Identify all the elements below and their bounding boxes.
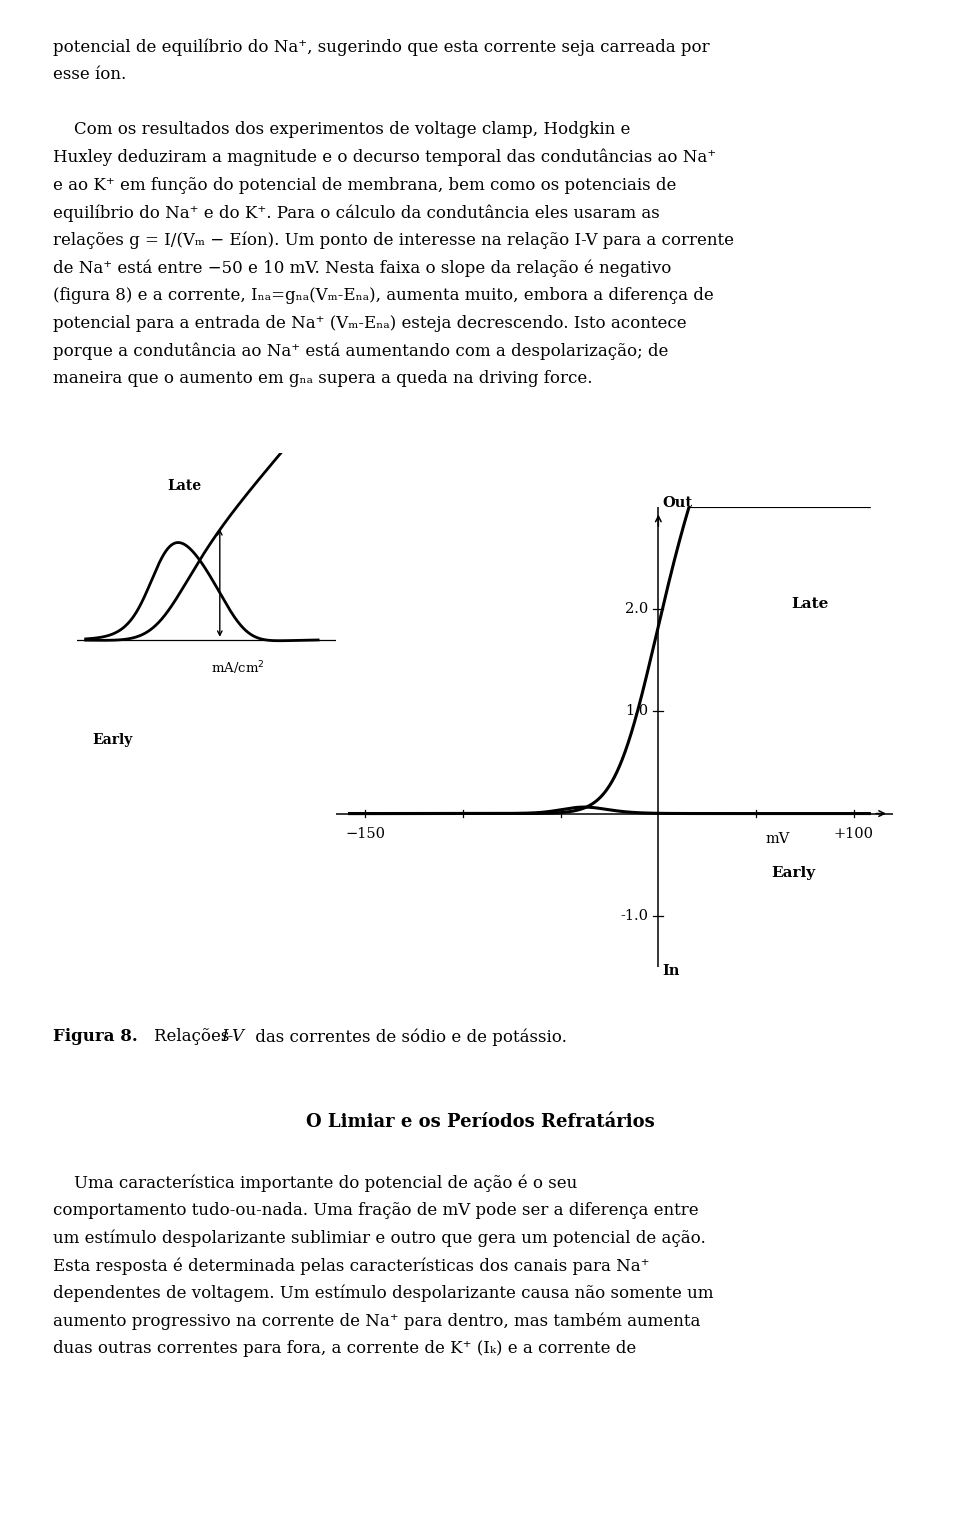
Text: Early: Early [92, 734, 132, 748]
Text: Uma característica importante do potencial de ação é o seu: Uma característica importante do potenci… [53, 1174, 577, 1191]
Text: (figura 8) e a corrente, Iₙₐ=gₙₐ(Vₘ-Eₙₐ), aumenta muito, embora a diferença de: (figura 8) e a corrente, Iₙₐ=gₙₐ(Vₘ-Eₙₐ)… [53, 287, 713, 304]
Text: Late: Late [167, 479, 201, 493]
Text: Out: Out [662, 496, 692, 510]
Text: potencial para a entrada de Na⁺ (Vₘ-Eₙₐ) esteja decrescendo. Isto acontece: potencial para a entrada de Na⁺ (Vₘ-Eₙₐ)… [53, 315, 686, 332]
Text: O Limiar e os Períodos Refratários: O Limiar e os Períodos Refratários [305, 1113, 655, 1131]
Text: potencial de equilíbrio do Na⁺, sugerindo que esta corrente seja carreada por: potencial de equilíbrio do Na⁺, sugerind… [53, 38, 709, 55]
Text: 2.0: 2.0 [625, 602, 649, 616]
Text: duas outras correntes para fora, a corrente de K⁺ (Iₖ) e a corrente de: duas outras correntes para fora, a corre… [53, 1340, 636, 1357]
Text: +100: +100 [833, 827, 874, 841]
Text: equilíbrio do Na⁺ e do K⁺. Para o cálculo da condutância eles usaram as: equilíbrio do Na⁺ e do K⁺. Para o cálcul… [53, 204, 660, 221]
Text: Figura 8.: Figura 8. [53, 1028, 137, 1045]
Text: um estímulo despolarizante sublimiar e outro que gera um potencial de ação.: um estímulo despolarizante sublimiar e o… [53, 1230, 706, 1246]
Text: e ao K⁺ em função do potencial de membrana, bem como os potenciais de: e ao K⁺ em função do potencial de membra… [53, 177, 676, 193]
Text: I-V: I-V [221, 1028, 244, 1045]
Text: Esta resposta é determinada pelas características dos canais para Na⁺: Esta resposta é determinada pelas caract… [53, 1257, 649, 1274]
Text: porque a condutância ao Na⁺ está aumentando com a despolarização; de: porque a condutância ao Na⁺ está aumenta… [53, 342, 668, 359]
Text: Relações: Relações [154, 1028, 234, 1045]
Text: maneira que o aumento em gₙₐ supera a queda na driving force.: maneira que o aumento em gₙₐ supera a qu… [53, 370, 592, 387]
Text: −150: −150 [346, 827, 385, 841]
Text: In: In [662, 964, 680, 978]
Text: mA/cm$^2$: mA/cm$^2$ [211, 660, 265, 677]
Text: Huxley deduziram a magnitude e o decurso temporal das condutâncias ao Na⁺: Huxley deduziram a magnitude e o decurso… [53, 149, 716, 166]
Text: 1.0: 1.0 [626, 705, 649, 718]
Text: -1.0: -1.0 [620, 909, 649, 923]
Text: aumento progressivo na corrente de Na⁺ para dentro, mas também aumenta: aumento progressivo na corrente de Na⁺ p… [53, 1312, 700, 1329]
Text: esse íon.: esse íon. [53, 66, 126, 83]
Text: de Na⁺ está entre −50 e 10 mV. Nesta faixa o slope da relação é negativo: de Na⁺ está entre −50 e 10 mV. Nesta fai… [53, 259, 671, 276]
Text: comportamento tudo-ou-nada. Uma fração de mV pode ser a diferença entre: comportamento tudo-ou-nada. Uma fração d… [53, 1202, 699, 1219]
Text: das correntes de sódio e de potássio.: das correntes de sódio e de potássio. [250, 1028, 566, 1045]
Text: relações g = I/(Vₘ − Eíon). Um ponto de interesse na relação I-V para a corrente: relações g = I/(Vₘ − Eíon). Um ponto de … [53, 232, 733, 249]
Text: Com os resultados dos experimentos de voltage clamp, Hodgkin e: Com os resultados dos experimentos de vo… [53, 121, 630, 138]
Text: Late: Late [791, 597, 828, 611]
Text: dependentes de voltagem. Um estímulo despolarizante causa não somente um: dependentes de voltagem. Um estímulo des… [53, 1285, 713, 1302]
Text: mV: mV [766, 832, 790, 846]
Text: Early: Early [772, 866, 816, 880]
